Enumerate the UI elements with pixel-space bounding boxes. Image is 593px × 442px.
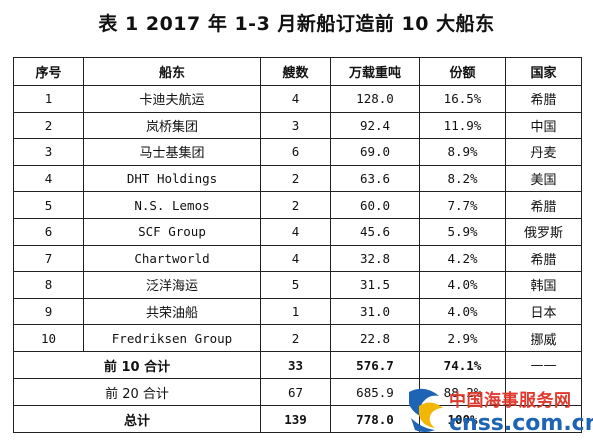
cell-dwt: 32.8 bbox=[330, 244, 420, 273]
table-row: 1 卡迪夫航运 4 128.0 16.5% 希腊 bbox=[13, 85, 582, 113]
shipowner-table: 序号 船东 艘数 万载重吨 份额 国家 1 卡迪夫航运 4 128.0 16.5… bbox=[13, 57, 582, 433]
cell-country: 韩国 bbox=[505, 271, 582, 299]
cell-no: 4 bbox=[13, 164, 84, 193]
cell-owner: 马士基集团 bbox=[83, 138, 261, 166]
cell-dwt: 45.6 bbox=[330, 217, 420, 246]
cell-ships: 1 bbox=[260, 297, 331, 326]
cell-country: 中国 bbox=[505, 111, 582, 140]
header-no: 序号 bbox=[13, 57, 84, 86]
summary-label: 总计 bbox=[13, 405, 261, 433]
cell-owner: 共荣油船 bbox=[83, 297, 261, 326]
cell-ships: 3 bbox=[260, 111, 331, 140]
header-share: 份额 bbox=[419, 57, 506, 86]
summary-dwt: 685.9 bbox=[330, 378, 420, 406]
cell-no: 9 bbox=[13, 297, 84, 326]
table-header-row: 序号 船东 艘数 万载重吨 份额 国家 bbox=[13, 57, 582, 86]
cell-dwt: 22.8 bbox=[330, 324, 420, 352]
cell-share: 5.9% bbox=[419, 217, 506, 246]
table-row: 8 泛洋海运 5 31.5 4.0% 韩国 bbox=[13, 271, 582, 299]
header-country: 国家 bbox=[505, 57, 582, 86]
cell-country: 希腊 bbox=[505, 244, 582, 273]
summary-ships: 33 bbox=[260, 351, 331, 379]
cell-owner: SCF Group bbox=[83, 217, 261, 246]
cell-no: 1 bbox=[13, 85, 84, 113]
cell-share: 7.7% bbox=[419, 191, 506, 219]
cell-share: 4.2% bbox=[419, 244, 506, 273]
cell-share: 4.0% bbox=[419, 271, 506, 299]
cell-country: 挪威 bbox=[505, 324, 582, 352]
cell-dwt: 31.0 bbox=[330, 297, 420, 326]
cell-dwt: 69.0 bbox=[330, 138, 420, 166]
cell-owner: N.S. Lemos bbox=[83, 191, 261, 219]
summary-country bbox=[505, 378, 582, 406]
cell-ships: 2 bbox=[260, 191, 331, 219]
table-row: 6 SCF Group 4 45.6 5.9% 俄罗斯 bbox=[13, 217, 582, 246]
cell-share: 4.0% bbox=[419, 297, 506, 326]
cell-owner: 泛洋海运 bbox=[83, 271, 261, 299]
cell-no: 8 bbox=[13, 271, 84, 299]
cell-country: 日本 bbox=[505, 297, 582, 326]
cell-ships: 6 bbox=[260, 138, 331, 166]
cell-country: 希腊 bbox=[505, 85, 582, 113]
cell-no: 3 bbox=[13, 138, 84, 166]
summary-country: —— bbox=[505, 351, 582, 379]
cell-owner: 卡迪夫航运 bbox=[83, 85, 261, 113]
table-row: 3 马士基集团 6 69.0 8.9% 丹麦 bbox=[13, 138, 582, 166]
cell-ships: 2 bbox=[260, 164, 331, 193]
summary-ships: 139 bbox=[260, 405, 331, 433]
cell-no: 2 bbox=[13, 111, 84, 140]
cell-owner: 岚桥集团 bbox=[83, 111, 261, 140]
cell-ships: 5 bbox=[260, 271, 331, 299]
header-owner: 船东 bbox=[83, 57, 261, 86]
cell-owner: Chartworld bbox=[83, 244, 261, 273]
summary-dwt: 576.7 bbox=[330, 351, 420, 379]
cell-share: 16.5% bbox=[419, 85, 506, 113]
cell-dwt: 92.4 bbox=[330, 111, 420, 140]
cell-ships: 2 bbox=[260, 324, 331, 352]
cell-country: 俄罗斯 bbox=[505, 217, 582, 246]
cell-share: 8.9% bbox=[419, 138, 506, 166]
cell-ships: 4 bbox=[260, 217, 331, 246]
cell-no: 5 bbox=[13, 191, 84, 219]
table-row: 5 N.S. Lemos 2 60.0 7.7% 希腊 bbox=[13, 191, 582, 219]
summary-row-top20: 前 20 合计 67 685.9 88.2% bbox=[13, 378, 582, 406]
cell-owner: DHT Holdings bbox=[83, 164, 261, 193]
cell-no: 6 bbox=[13, 217, 84, 246]
cell-ships: 4 bbox=[260, 244, 331, 273]
header-ships: 艘数 bbox=[260, 57, 331, 86]
cell-country: 希腊 bbox=[505, 191, 582, 219]
cell-share: 2.9% bbox=[419, 324, 506, 352]
cell-dwt: 128.0 bbox=[330, 85, 420, 113]
table-row: 4 DHT Holdings 2 63.6 8.2% 美国 bbox=[13, 164, 582, 193]
cell-share: 11.9% bbox=[419, 111, 506, 140]
cell-no: 7 bbox=[13, 244, 84, 273]
summary-row-top10: 前 10 合计 33 576.7 74.1% —— bbox=[13, 351, 582, 379]
table-title: 表 1 2017 年 1-3 月新船订造前 10 大船东 bbox=[98, 13, 495, 35]
summary-country bbox=[505, 405, 582, 433]
table-row: 2 岚桥集团 3 92.4 11.9% 中国 bbox=[13, 111, 582, 140]
cell-dwt: 31.5 bbox=[330, 271, 420, 299]
cell-dwt: 63.6 bbox=[330, 164, 420, 193]
cell-no: 10 bbox=[13, 324, 84, 352]
summary-share: 88.2% bbox=[419, 378, 506, 406]
summary-dwt: 778.0 bbox=[330, 405, 420, 433]
summary-row-total: 总计 139 778.0 100% bbox=[13, 405, 582, 433]
cell-dwt: 60.0 bbox=[330, 191, 420, 219]
summary-label: 前 20 合计 bbox=[13, 378, 261, 406]
cell-country: 丹麦 bbox=[505, 138, 582, 166]
header-dwt: 万载重吨 bbox=[330, 57, 420, 86]
summary-share: 74.1% bbox=[419, 351, 506, 379]
cell-ships: 4 bbox=[260, 85, 331, 113]
summary-share: 100% bbox=[419, 405, 506, 433]
summary-ships: 67 bbox=[260, 378, 331, 406]
table-row: 9 共荣油船 1 31.0 4.0% 日本 bbox=[13, 297, 582, 326]
cell-country: 美国 bbox=[505, 164, 582, 193]
table-row: 7 Chartworld 4 32.8 4.2% 希腊 bbox=[13, 244, 582, 273]
table-row: 10 Fredriksen Group 2 22.8 2.9% 挪威 bbox=[13, 324, 582, 352]
summary-label: 前 10 合计 bbox=[13, 351, 261, 379]
cell-owner: Fredriksen Group bbox=[83, 324, 261, 352]
cell-share: 8.2% bbox=[419, 164, 506, 193]
